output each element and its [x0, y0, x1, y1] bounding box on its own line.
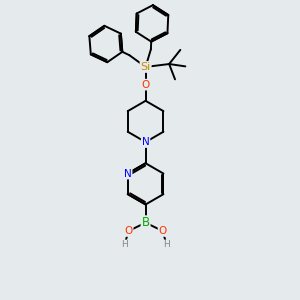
Text: O: O	[158, 226, 167, 236]
Text: H: H	[163, 240, 169, 249]
Text: B: B	[142, 216, 150, 229]
Text: N: N	[142, 137, 149, 147]
Text: H: H	[122, 240, 128, 249]
Text: Si: Si	[140, 62, 151, 72]
Text: O: O	[124, 226, 133, 236]
Text: N: N	[124, 169, 132, 178]
Text: O: O	[142, 80, 150, 90]
